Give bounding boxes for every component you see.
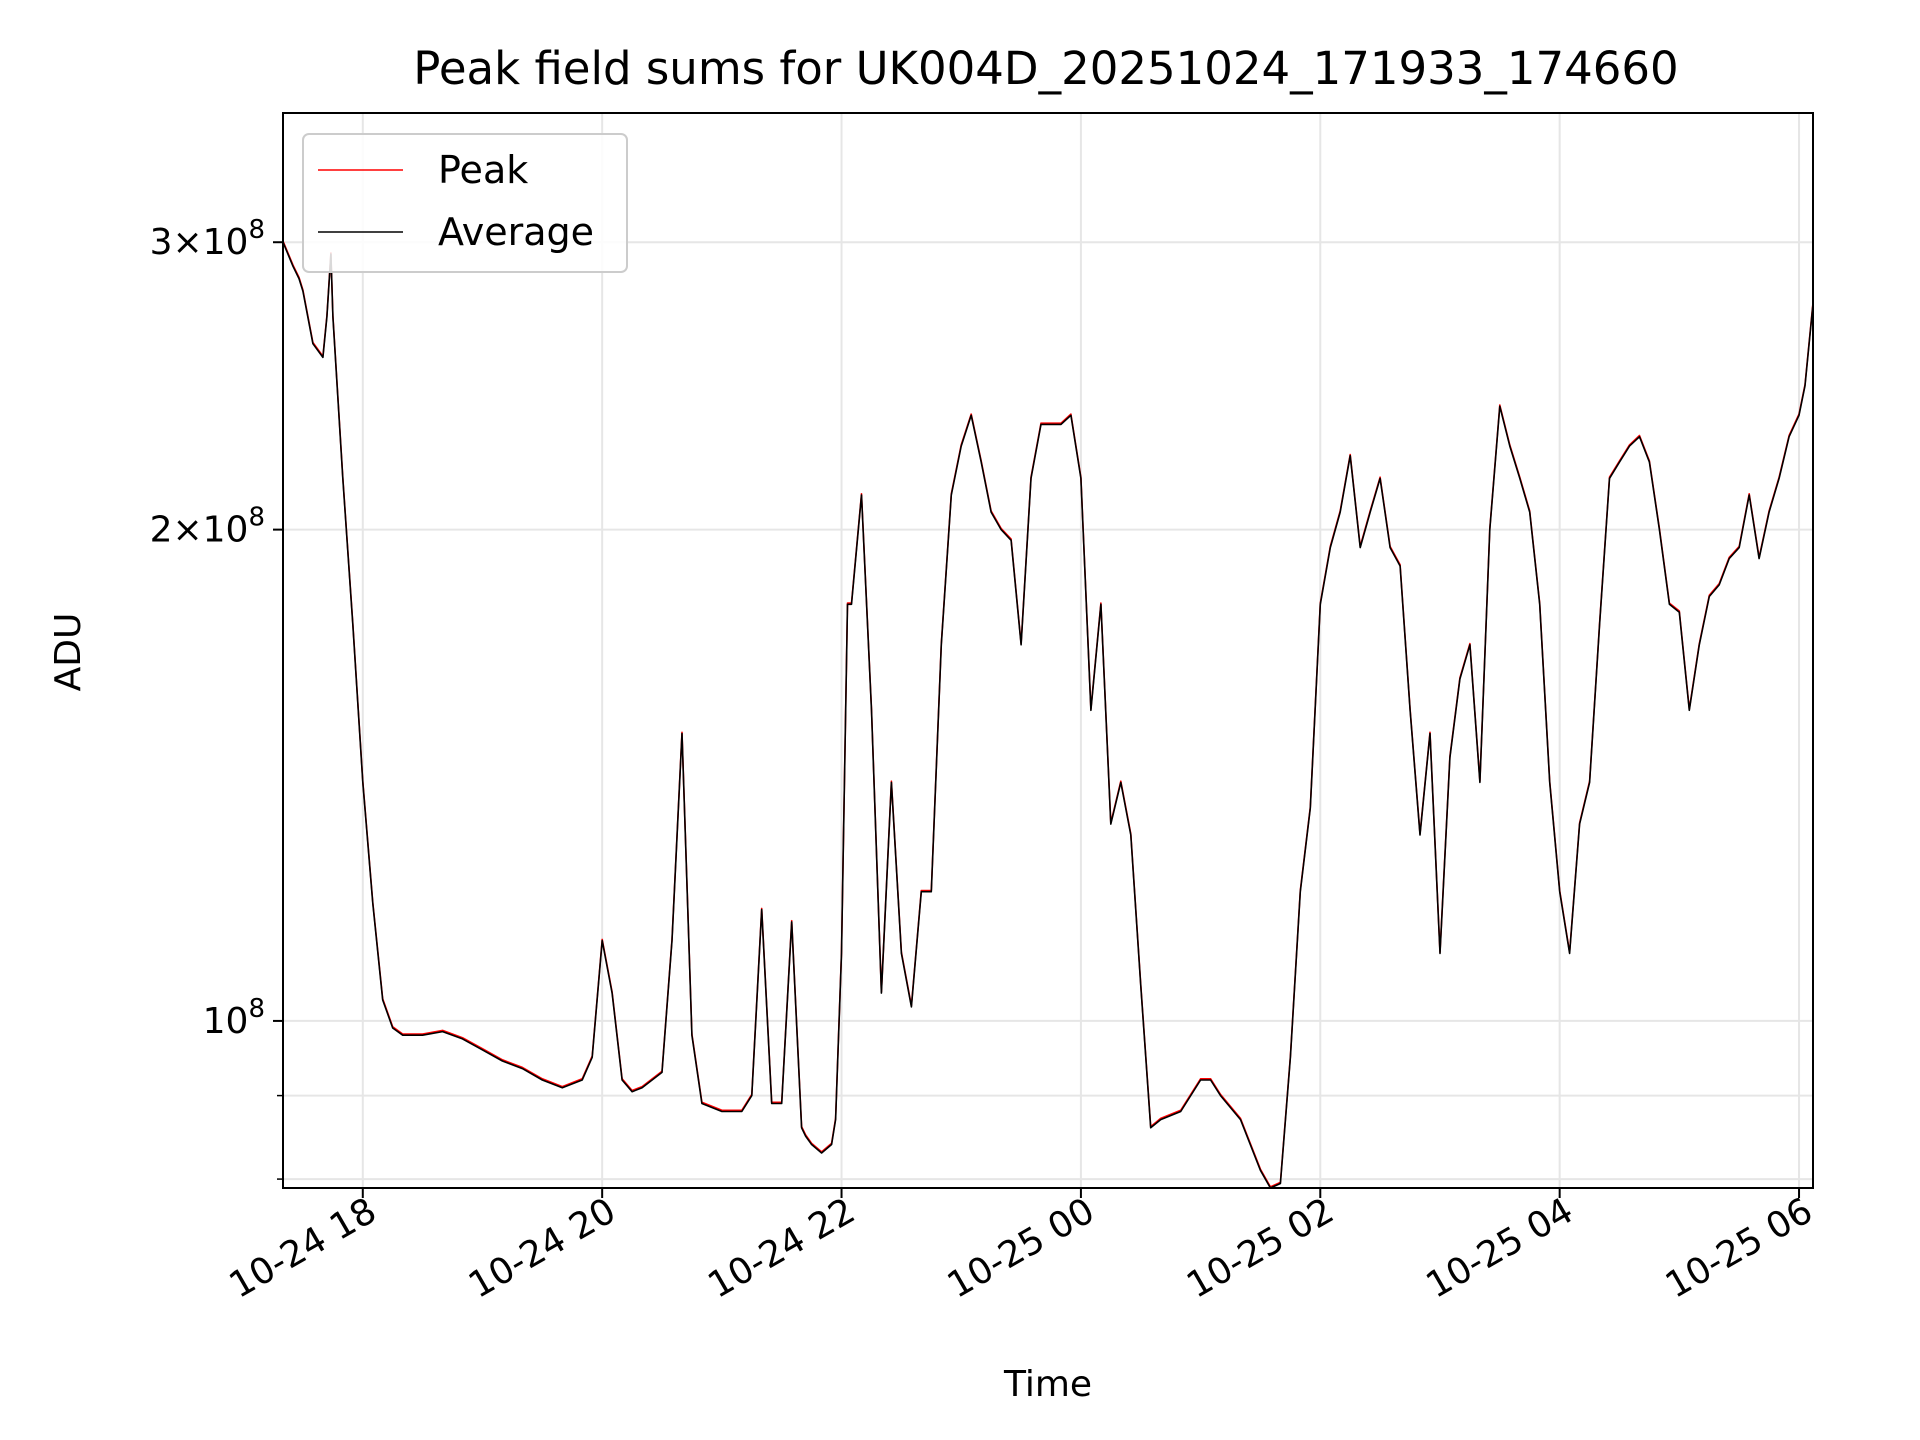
series-line-average xyxy=(282,241,1814,1189)
grid-lines xyxy=(283,113,1813,1188)
y-tick-exponent: 8 xyxy=(248,215,265,245)
chart-title: Peak field sums for UK004D_20251024_1719… xyxy=(413,42,1678,95)
y-tick-exponent: 8 xyxy=(248,994,265,1024)
series-layer xyxy=(282,240,1814,1189)
y-tick-base: 3×10 xyxy=(150,222,249,263)
y-tick-base: 2×10 xyxy=(150,510,249,551)
legend-label-peak: Peak xyxy=(438,148,528,192)
legend-box xyxy=(302,133,628,273)
legend: Peak Average xyxy=(302,133,628,273)
y-tick-base: 10 xyxy=(203,1001,249,1042)
legend-label-average: Average xyxy=(438,210,594,254)
y-tick-exponent: 8 xyxy=(248,503,265,533)
y-axis-label: ADU xyxy=(48,613,89,692)
y-tick-label: 108 xyxy=(203,994,265,1042)
y-tick-label: 3×108 xyxy=(150,215,265,263)
plot-frame xyxy=(282,112,1814,1189)
x-axis-label: Time xyxy=(1003,1364,1092,1405)
y-tick-label: 2×108 xyxy=(150,503,265,551)
